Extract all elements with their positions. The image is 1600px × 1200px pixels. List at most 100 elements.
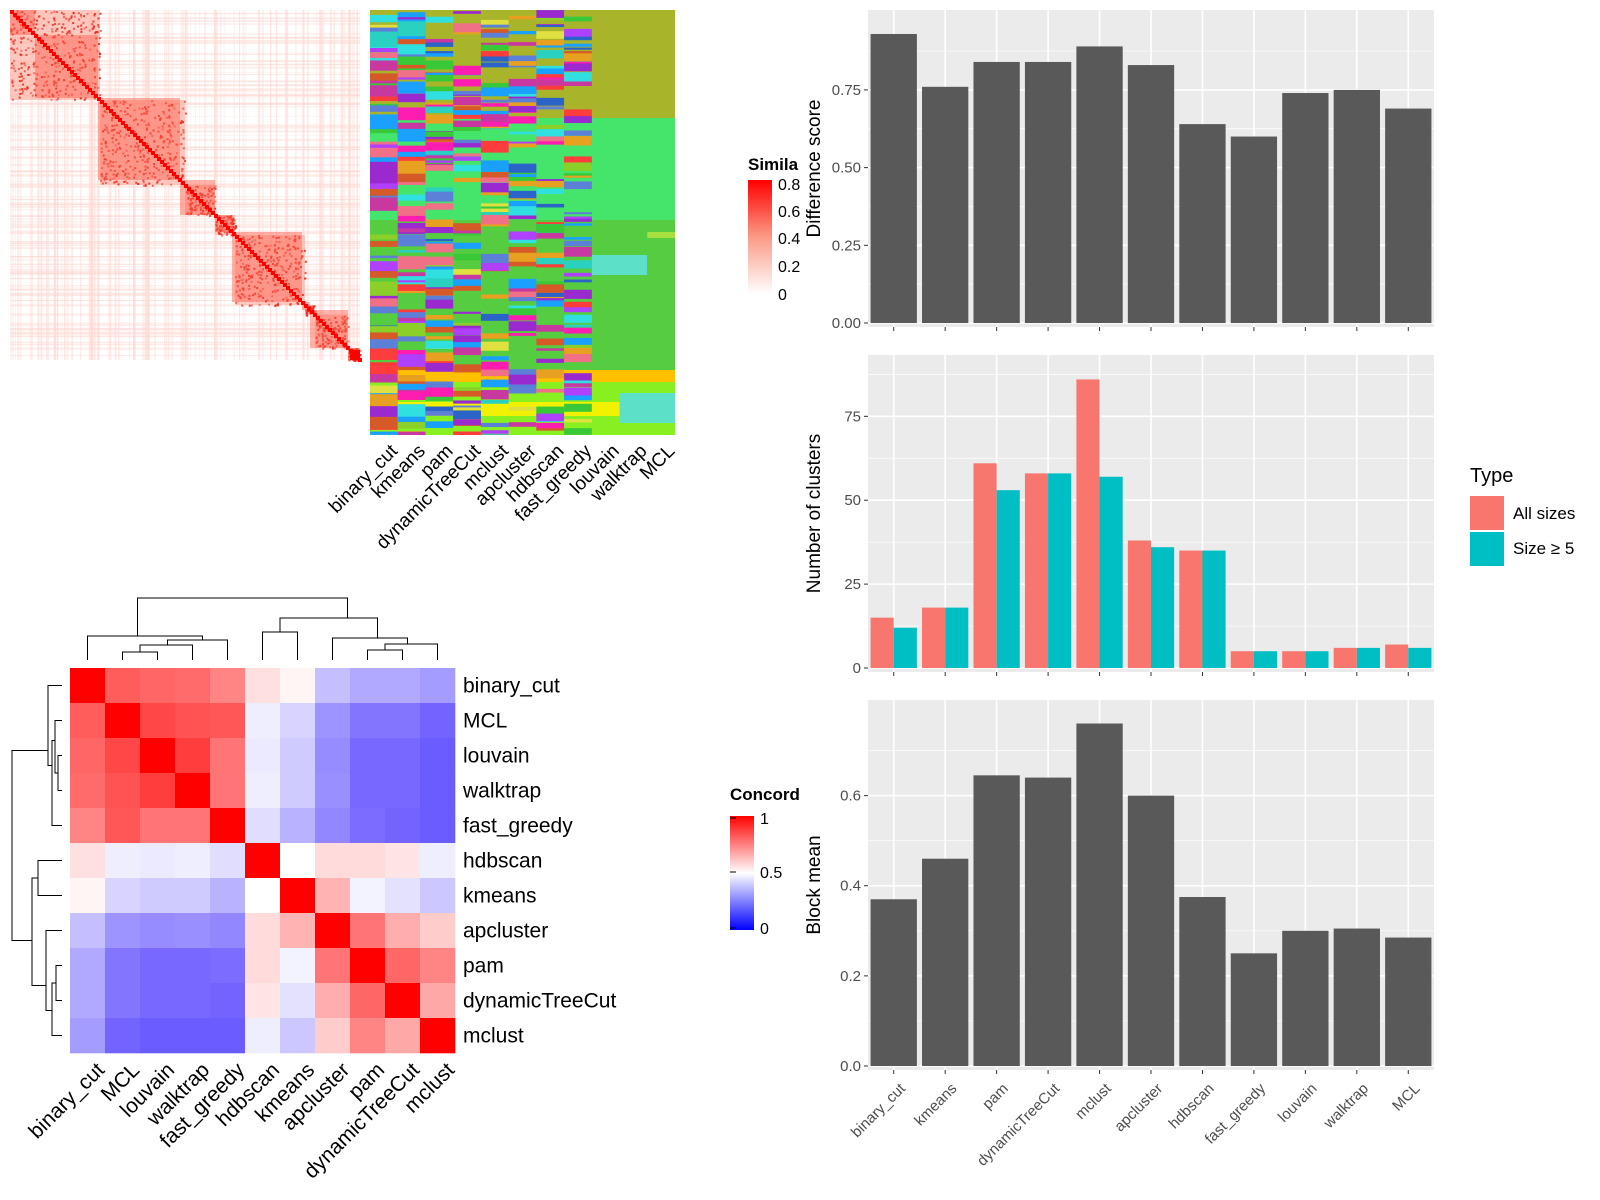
similarity-cell bbox=[40, 76, 43, 79]
similarity-cell bbox=[54, 23, 57, 26]
similarity-cell bbox=[341, 323, 344, 326]
cluster-label-cell bbox=[480, 113, 509, 123]
similarity-cell bbox=[327, 339, 330, 342]
similarity-cell bbox=[115, 100, 118, 103]
similarity-cell bbox=[20, 62, 23, 65]
similarity-cell bbox=[190, 210, 193, 213]
similarity-cell bbox=[58, 65, 61, 68]
similarity-cell bbox=[41, 56, 44, 59]
cluster-label-cell bbox=[508, 131, 537, 135]
similarity-cell bbox=[199, 192, 202, 195]
similarity-cell bbox=[55, 84, 58, 87]
similarity-cell bbox=[66, 31, 69, 34]
similarity-cell bbox=[26, 17, 29, 20]
concordance-heatmap bbox=[70, 668, 456, 1054]
similarity-cell bbox=[344, 328, 347, 331]
concordance-cell bbox=[245, 1018, 281, 1054]
similarity-cell bbox=[124, 110, 127, 113]
concordance-cell bbox=[420, 808, 456, 844]
similarity-cell bbox=[281, 268, 284, 271]
similarity-cell bbox=[42, 84, 45, 87]
similarity-cell bbox=[10, 66, 13, 69]
similarity-cell bbox=[137, 182, 140, 185]
similarity-cell bbox=[195, 207, 198, 210]
similarity-cell bbox=[73, 79, 76, 82]
cluster-label-cell bbox=[647, 232, 675, 238]
similarity-cell bbox=[295, 278, 298, 281]
similarity-diagonal-cell bbox=[154, 154, 158, 158]
similarity-cell bbox=[235, 240, 238, 243]
similarity-cell bbox=[45, 61, 48, 64]
similarity-cell bbox=[187, 196, 190, 199]
similarity-cell bbox=[277, 304, 280, 307]
similarity-cell bbox=[294, 246, 297, 249]
cluster-label-cell bbox=[508, 201, 537, 209]
similarity-cell bbox=[335, 332, 338, 335]
similarity-cell bbox=[343, 319, 346, 322]
similarity-diagonal-cell bbox=[58, 58, 62, 62]
concordance-row-label: kmeans bbox=[463, 885, 537, 908]
cluster-label-cell bbox=[425, 278, 454, 288]
similarity-cell bbox=[234, 225, 237, 228]
concordance-cell bbox=[70, 878, 106, 914]
similarity-cell bbox=[68, 30, 71, 33]
similarity-cell bbox=[207, 202, 210, 205]
concordance-cell bbox=[385, 808, 421, 844]
cluster-label-cell bbox=[425, 288, 454, 296]
similarity-cell bbox=[344, 318, 347, 321]
similarity-cell bbox=[118, 132, 121, 135]
bar-all-sizes bbox=[973, 463, 997, 668]
similarity-cell bbox=[52, 36, 55, 39]
cluster-label-cell bbox=[508, 406, 537, 411]
similarity-cell bbox=[191, 208, 194, 211]
similarity-cell bbox=[37, 52, 40, 55]
similarity-cell bbox=[100, 167, 103, 170]
similarity-cell bbox=[322, 347, 325, 350]
similarity-cell bbox=[163, 140, 166, 143]
similarity-texture-col bbox=[348, 10, 350, 360]
similarity-cell bbox=[27, 47, 30, 50]
cluster-label-cell bbox=[564, 216, 592, 222]
similarity-cell bbox=[305, 312, 308, 315]
similarity-cell bbox=[182, 129, 185, 132]
similarity-diagonal-cell bbox=[307, 307, 311, 311]
similarity-cell bbox=[240, 265, 243, 268]
concordance-cell bbox=[350, 983, 386, 1019]
y-axis-label: Number of clusters bbox=[804, 434, 825, 593]
similarity-cell bbox=[35, 78, 38, 81]
cluster-label-cell bbox=[564, 162, 592, 171]
similarity-texture-row bbox=[10, 313, 360, 316]
cluster-label-cell bbox=[425, 224, 454, 234]
similarity-cell bbox=[100, 179, 103, 182]
similarity-diagonal-cell bbox=[229, 229, 233, 233]
similarity-cell bbox=[85, 26, 88, 29]
similarity-cell bbox=[97, 17, 100, 20]
x-tick-label: walktrap bbox=[1320, 1080, 1372, 1132]
similarity-cell bbox=[168, 109, 171, 112]
similarity-texture-col bbox=[285, 10, 288, 360]
similarity-cell bbox=[98, 53, 101, 56]
similarity-cell bbox=[297, 262, 300, 265]
similarity-cell bbox=[242, 236, 245, 239]
similarity-cell bbox=[26, 15, 29, 18]
similarity-cell bbox=[248, 284, 251, 287]
cluster-label-cell bbox=[425, 286, 454, 290]
similarity-cell bbox=[49, 56, 52, 59]
similarity-diagonal-cell bbox=[163, 163, 167, 167]
cluster-label-cell bbox=[536, 10, 565, 18]
similarity-texture-row bbox=[10, 218, 360, 220]
cluster-label-cell bbox=[453, 96, 481, 106]
concordance-cell bbox=[280, 808, 316, 844]
similarity-cell bbox=[101, 182, 104, 185]
bar bbox=[1127, 795, 1175, 1066]
similarity-cell bbox=[114, 175, 117, 178]
similarity-cell bbox=[345, 323, 348, 326]
similarity-diagonal-cell bbox=[19, 19, 23, 23]
cluster-label-cell bbox=[480, 110, 509, 115]
cluster-label-cell bbox=[564, 347, 592, 355]
similarity-legend-tick: 0 bbox=[778, 287, 787, 304]
similarity-cell bbox=[335, 345, 338, 348]
bar-all-sizes bbox=[1024, 473, 1049, 668]
similarity-cell bbox=[272, 235, 275, 238]
